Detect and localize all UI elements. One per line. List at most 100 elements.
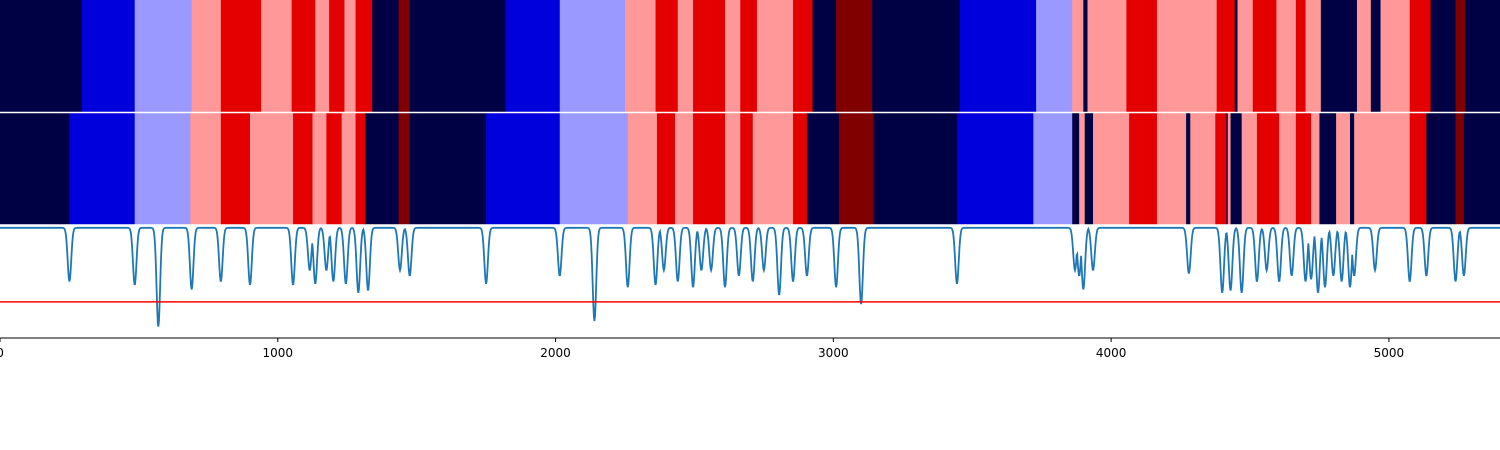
heatmap-cell bbox=[134, 0, 193, 113]
heatmap-cell bbox=[1227, 112, 1231, 225]
x-tick-label: 5000 bbox=[1374, 346, 1405, 360]
heatmap-cell bbox=[1295, 0, 1306, 113]
heatmap-cell bbox=[341, 112, 356, 225]
heatmap-cell bbox=[559, 112, 629, 225]
heatmap-cell bbox=[1216, 0, 1236, 113]
heatmap-cell bbox=[1320, 0, 1358, 113]
heatmap-cell bbox=[220, 0, 262, 113]
heatmap-cell bbox=[365, 112, 400, 225]
heatmap-cell bbox=[220, 112, 251, 225]
heatmap-cell bbox=[355, 0, 373, 113]
heatmap-cell bbox=[793, 112, 808, 225]
heatmap-cell bbox=[873, 112, 958, 225]
heatmap-cell bbox=[956, 112, 1034, 225]
heatmap-cell bbox=[625, 0, 656, 113]
heatmap-cell bbox=[1241, 112, 1258, 225]
heatmap-cell bbox=[693, 0, 726, 113]
heatmap-cell bbox=[191, 0, 222, 113]
x-axis: 0 1000 2000 3000 4000 5000 bbox=[0, 337, 1500, 360]
heatmap-cell bbox=[1409, 0, 1431, 113]
heatmap-cell bbox=[1087, 0, 1127, 113]
heatmap-cell bbox=[725, 112, 741, 225]
heatmap-cell bbox=[838, 112, 875, 225]
heatmap-row-top bbox=[0, 0, 1500, 113]
heatmap-cell bbox=[1226, 112, 1229, 225]
heatmap-cell bbox=[1350, 112, 1355, 225]
heatmap-cell bbox=[1093, 112, 1130, 225]
heatmap-cell bbox=[398, 112, 411, 225]
signal-panel bbox=[0, 226, 1500, 327]
heatmap-cell bbox=[806, 112, 840, 225]
heatmap-cell bbox=[559, 0, 626, 113]
heatmap-cell bbox=[1256, 112, 1280, 225]
heatmap-cell bbox=[1426, 112, 1456, 225]
heatmap-cell bbox=[1156, 0, 1218, 113]
heatmap-cell bbox=[315, 0, 330, 113]
heatmap-cell bbox=[1230, 112, 1243, 225]
heatmap-cell bbox=[793, 0, 813, 113]
heatmap-cell bbox=[1237, 0, 1254, 113]
heatmap-cell bbox=[291, 0, 316, 113]
heatmap-cell bbox=[675, 112, 694, 225]
heatmap-cell bbox=[656, 112, 676, 225]
heatmap-cell bbox=[959, 0, 1037, 113]
heatmap-cell bbox=[756, 0, 794, 113]
heatmap-row-bottom bbox=[0, 112, 1500, 225]
heatmap-cell bbox=[1319, 112, 1337, 225]
heatmap-cell bbox=[0, 0, 83, 113]
heatmap-cell bbox=[1370, 0, 1381, 113]
heatmap-cell bbox=[752, 112, 794, 225]
heatmap-cell bbox=[1079, 112, 1086, 225]
heatmap-cell bbox=[836, 0, 873, 113]
heatmap-cell bbox=[1356, 0, 1372, 113]
x-tick-label: 1000 bbox=[263, 346, 294, 360]
heatmap-cell bbox=[1409, 112, 1427, 225]
heatmap-cell bbox=[655, 0, 679, 113]
heatmap-cell bbox=[1380, 0, 1411, 113]
heatmap-cell bbox=[1072, 0, 1084, 113]
heatmap-cell bbox=[1072, 112, 1080, 225]
heatmap-cell bbox=[812, 0, 837, 113]
heatmap-cell bbox=[1033, 112, 1073, 225]
heatmap-cell bbox=[1311, 112, 1320, 225]
heatmap-cell bbox=[261, 0, 293, 113]
signal-line bbox=[0, 226, 1500, 327]
heatmap-cell bbox=[693, 112, 726, 225]
x-tick-label: 4000 bbox=[1096, 346, 1127, 360]
heatmap-cell bbox=[372, 0, 400, 113]
heatmap-cell bbox=[872, 0, 961, 113]
heatmap-cell bbox=[740, 0, 758, 113]
heatmap-cell bbox=[1036, 0, 1073, 113]
heatmap-cell bbox=[0, 112, 70, 225]
heatmap-cell bbox=[409, 0, 506, 113]
heatmap-cell bbox=[486, 112, 561, 225]
heatmap-cell bbox=[1126, 0, 1158, 113]
heatmap-cell bbox=[505, 0, 561, 113]
heatmap-cell bbox=[1252, 0, 1277, 113]
heatmap-cell bbox=[725, 0, 741, 113]
heatmap-cell bbox=[1234, 0, 1238, 113]
x-tick-label: 0 bbox=[0, 346, 4, 360]
heatmap-cell bbox=[1455, 0, 1466, 113]
heatmap-cell bbox=[344, 0, 356, 113]
heatmap-cell bbox=[81, 0, 136, 113]
heatmap-cell bbox=[1336, 112, 1351, 225]
heatmap-cell bbox=[1455, 112, 1465, 225]
heatmap-cell bbox=[1186, 112, 1191, 225]
heatmap-cell bbox=[1279, 112, 1297, 225]
heatmap-cell bbox=[134, 112, 191, 225]
heatmap-cell bbox=[740, 112, 754, 225]
heatmap-cell bbox=[1129, 112, 1158, 225]
heatmap-cell bbox=[1295, 112, 1312, 225]
heatmap-cell bbox=[355, 112, 366, 225]
heatmap-cell bbox=[409, 112, 487, 225]
heatmap-cell bbox=[326, 112, 343, 225]
heatmap-cell bbox=[1084, 112, 1094, 225]
heatmap-cell bbox=[1215, 112, 1227, 225]
heatmap-cell bbox=[1190, 112, 1216, 225]
heatmap-cell bbox=[1156, 112, 1187, 225]
heatmap-cell bbox=[190, 112, 222, 225]
heatmap-cell bbox=[69, 112, 136, 225]
x-tick-label: 2000 bbox=[540, 346, 571, 360]
heatmap-cell bbox=[1430, 0, 1456, 113]
